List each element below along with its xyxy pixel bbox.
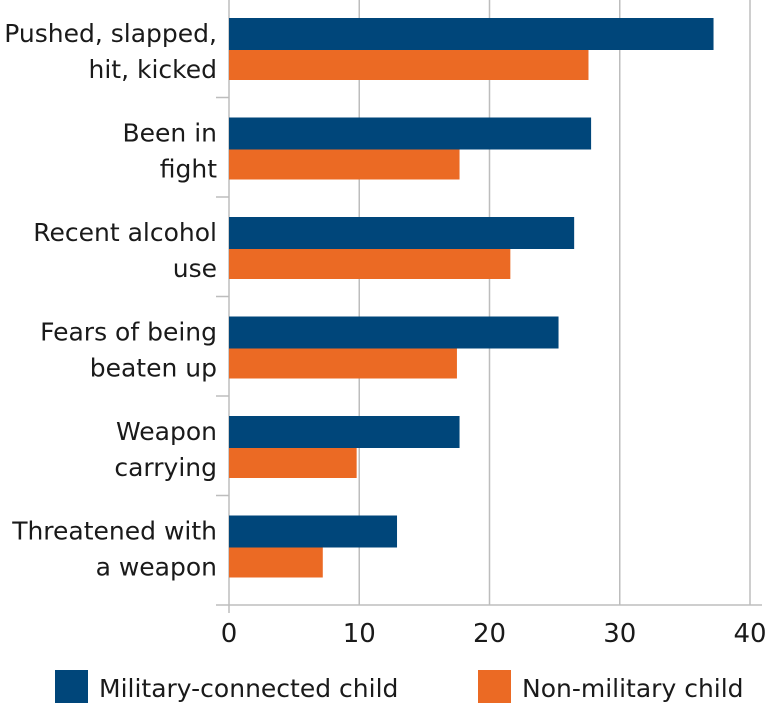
bar-military — [229, 316, 559, 349]
bar-military — [229, 217, 575, 249]
category-label: Fears of being — [40, 318, 217, 347]
category-label: beaten up — [90, 354, 217, 383]
bar-military — [229, 416, 460, 448]
x-tick-label: 40 — [733, 619, 766, 649]
bar-non-military — [229, 249, 511, 279]
bar-military — [229, 515, 398, 548]
bar-non-military — [229, 348, 457, 379]
x-tick-label: 30 — [603, 619, 636, 649]
bar-non-military — [229, 547, 323, 578]
category-label: a weapon — [96, 553, 217, 582]
bar-non-military — [229, 50, 589, 80]
category-label: fight — [160, 155, 217, 184]
x-tick-label: 20 — [473, 619, 506, 649]
category-label: Threatened with — [11, 517, 217, 546]
legend-label: Non-military child — [522, 674, 744, 703]
bar-non-military — [229, 448, 357, 478]
bar-military — [229, 117, 592, 150]
category-label: Been in — [123, 119, 218, 148]
category-label: carrying — [114, 453, 217, 482]
legend-swatch — [55, 670, 88, 703]
category-label: Weapon — [116, 417, 217, 446]
x-tick-label: 10 — [343, 619, 376, 649]
category-label: Pushed, slapped, — [4, 19, 217, 48]
category-label: Recent alcohol — [33, 218, 217, 247]
category-label: use — [173, 254, 217, 283]
bar-non-military — [229, 149, 460, 180]
legend-label: Military-connected child — [99, 674, 398, 703]
category-label: hit, kicked — [89, 55, 218, 84]
x-tick-label: 0 — [221, 619, 238, 649]
legend-swatch — [478, 670, 511, 703]
bar-military — [229, 18, 714, 50]
